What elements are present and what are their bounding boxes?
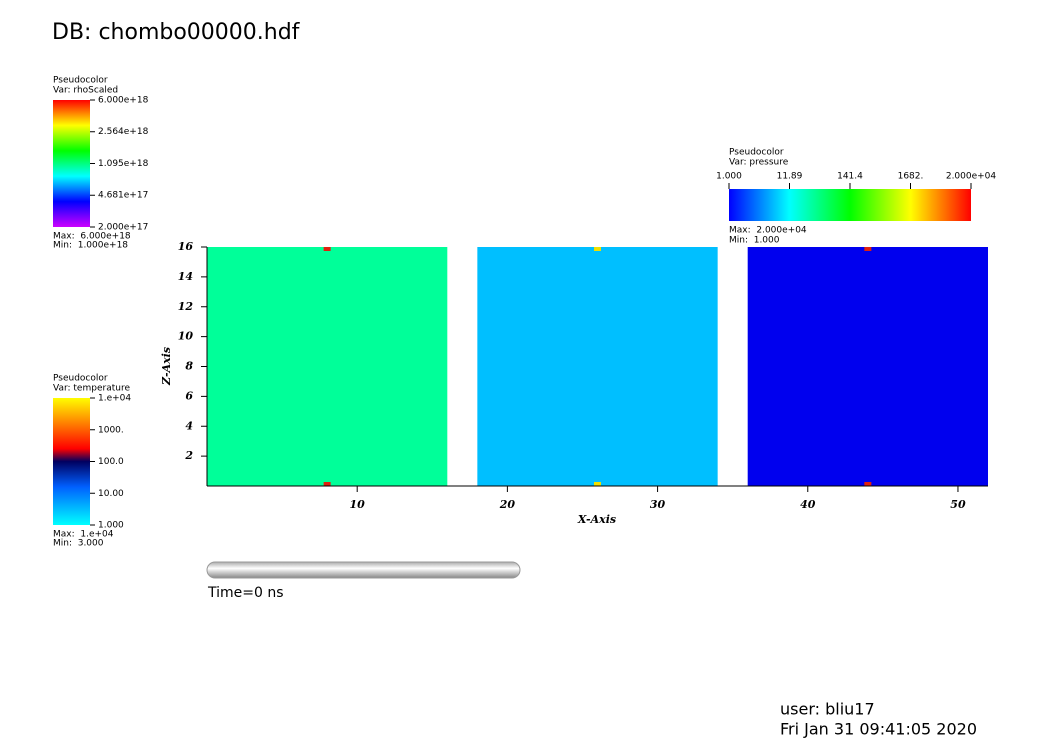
y-tick-label: 4 [185, 419, 193, 432]
y-tick-label: 10 [178, 330, 194, 343]
marker [864, 482, 872, 486]
colorbar-tick-label: 2.564e+18 [98, 127, 149, 137]
colorbar-tick-label: 141.4 [837, 172, 863, 182]
colorbar-tick-label: 10.00 [98, 489, 124, 499]
y-tick-label: 14 [178, 270, 193, 283]
x-axis-label: X-Axis [577, 513, 616, 526]
colorbar-min: Min: 1.000 [729, 236, 780, 246]
colorbar-tick-label: 6.000e+18 [98, 96, 149, 106]
colorbar-tick-label: 4.681e+17 [98, 191, 148, 201]
y-axis-label: Z-Axis [160, 347, 173, 386]
colorbar-var: Var: pressure [729, 158, 789, 168]
x-tick-label: 50 [950, 498, 966, 511]
colorbar-tick-label: 2.000e+04 [946, 172, 997, 182]
y-tick-label: 8 [185, 360, 193, 373]
colorbar-title: Pseudocolor [729, 148, 784, 158]
colorbar-var: Var: rhoScaled [53, 86, 118, 96]
date: Fri Jan 31 09:41:05 2020 [780, 720, 977, 739]
marker [864, 247, 872, 251]
y-tick-label: 2 [184, 449, 193, 462]
colorbar [53, 398, 90, 525]
colorbar-min: Min: 1.000e+18 [53, 241, 128, 251]
title: DB: chombo00000.hdf [52, 20, 301, 45]
colorbar-max: Max: 2.000e+04 [729, 226, 807, 236]
colorbar-max: Max: 6.000e+18 [53, 232, 131, 242]
region [747, 247, 988, 486]
y-tick-label: 12 [178, 300, 194, 313]
colorbar-tick-label: 100.0 [98, 457, 124, 467]
time-label: Time=0 ns [207, 585, 284, 601]
colorbar-var: Var: temperature [53, 384, 130, 394]
colorbar-title: Pseudocolor [53, 374, 108, 384]
colorbar-tick-label: 1.095e+18 [98, 159, 149, 169]
marker [323, 247, 331, 251]
time-slider [206, 561, 521, 579]
y-tick-label: 6 [185, 389, 193, 402]
colorbar-tick-label: 1.000 [716, 172, 742, 182]
user: user: bliu17 [780, 700, 875, 719]
colorbar-tick-label: 11.89 [777, 172, 803, 182]
region [477, 247, 718, 486]
colorbar [53, 100, 90, 227]
colorbar-max: Max: 1.e+04 [53, 530, 114, 540]
colorbar-title: Pseudocolor [53, 76, 108, 86]
colorbar-min: Min: 3.000 [53, 539, 104, 549]
colorbar-tick-label: 1682. [898, 172, 924, 182]
x-tick-label: 10 [350, 498, 366, 511]
x-tick-label: 30 [650, 498, 666, 511]
colorbar-tick-label: 1.000 [98, 521, 124, 531]
colorbar-tick-label: 2.000e+17 [98, 223, 148, 233]
region [207, 247, 448, 486]
marker [323, 482, 331, 486]
x-tick-label: 40 [800, 498, 816, 511]
colorbar-tick-label: 1000. [98, 425, 124, 435]
colorbar [729, 189, 971, 221]
x-tick-label: 20 [499, 498, 516, 511]
colorbar-tick-label: 1.e+04 [98, 394, 131, 404]
marker [594, 482, 601, 486]
y-tick-label: 16 [178, 240, 194, 253]
marker [594, 247, 601, 251]
